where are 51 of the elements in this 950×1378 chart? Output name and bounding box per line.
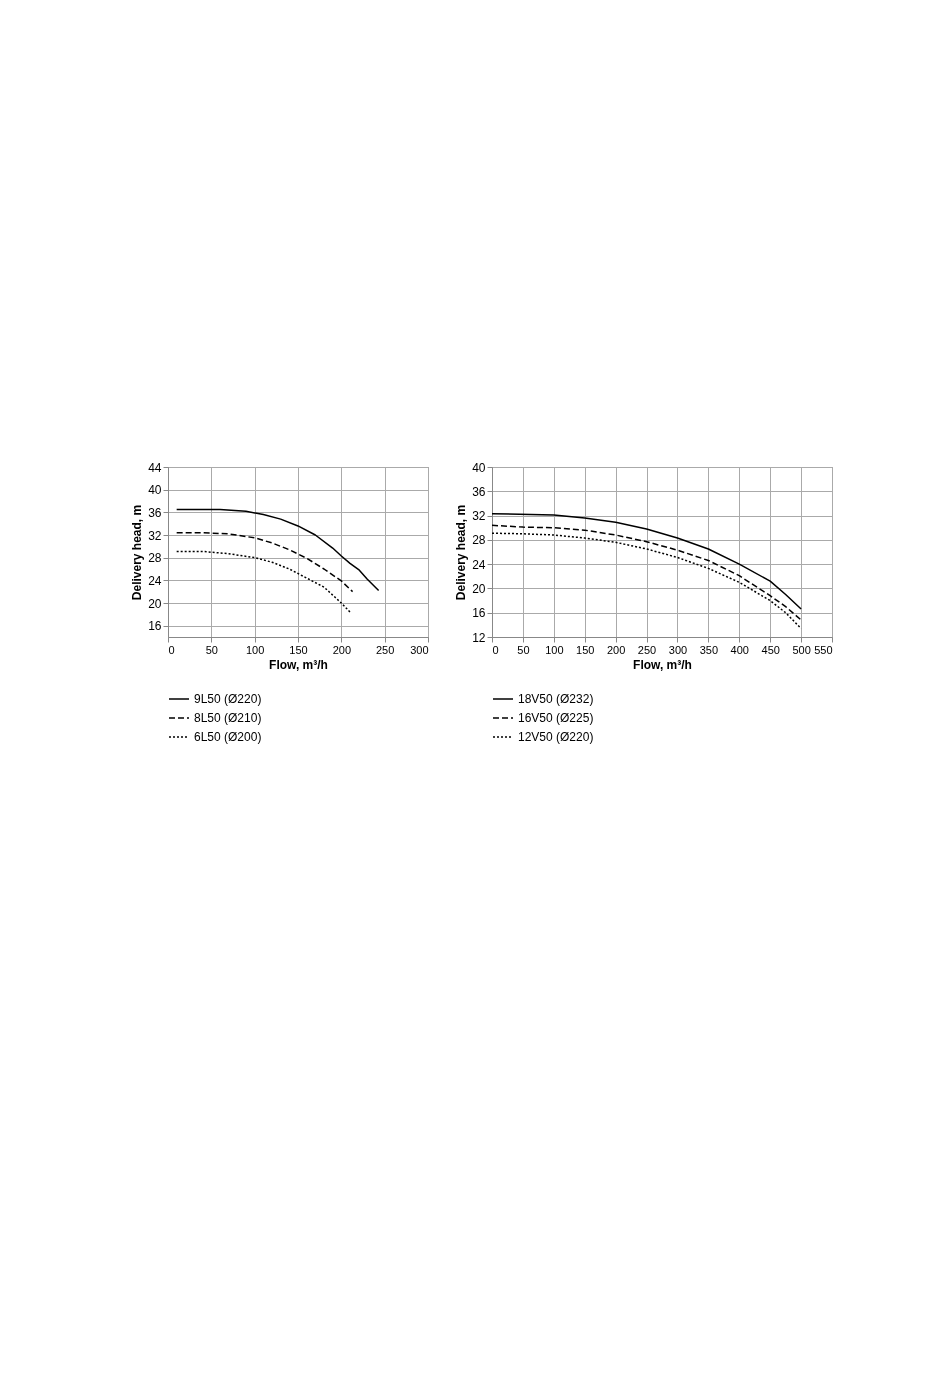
y-tick-label: 36 <box>148 505 162 520</box>
line-series <box>175 531 354 593</box>
line-series <box>491 513 802 610</box>
x-tick-label: 250 <box>637 643 657 656</box>
y-tick-label: 28 <box>148 551 162 566</box>
x-tick-label: 150 <box>289 643 308 656</box>
y-tick-label: 16 <box>148 619 162 634</box>
line-series <box>491 532 802 630</box>
x-tick-label: 500 <box>792 643 811 656</box>
x-axis-title: Flow, m³/h <box>269 657 328 672</box>
x-tick-label: 450 <box>761 643 780 656</box>
x-tick-label: 200 <box>606 643 626 656</box>
x-tick-label: 300 <box>668 643 688 656</box>
x-tick-label: 0 <box>168 643 175 656</box>
y-tick-label: 32 <box>148 528 162 543</box>
x-tick-label: 400 <box>730 643 749 656</box>
line-series <box>175 550 351 613</box>
y-tick-label: 16 <box>472 606 486 621</box>
y-tick-label: 36 <box>472 484 486 499</box>
legend-label: 12V50 (Ø220) <box>518 730 594 744</box>
y-tick-label: 20 <box>148 596 162 611</box>
x-tick-label: 550 <box>814 643 833 656</box>
legend-label: 8L50 (Ø210) <box>194 711 262 725</box>
x-tick-label: 100 <box>545 643 564 656</box>
y-tick-label: 40 <box>148 483 162 498</box>
legend-label: 9L50 (Ø220) <box>194 692 262 706</box>
y-tick-label: 24 <box>148 573 162 588</box>
x-tick-label: 300 <box>410 643 429 656</box>
x-tick-label: 50 <box>517 643 530 656</box>
x-tick-label: 150 <box>576 643 595 656</box>
x-tick-label: 0 <box>492 643 499 656</box>
y-tick-label: 12 <box>472 630 486 645</box>
legend-label: 16V50 (Ø225) <box>518 711 594 725</box>
x-tick-label: 50 <box>205 643 218 656</box>
x-tick-label: 200 <box>332 643 352 656</box>
x-axis-title: Flow, m³/h <box>633 657 692 672</box>
x-tick-label: 250 <box>375 643 395 656</box>
y-tick-label: 44 <box>148 460 162 475</box>
legend-label: 6L50 (Ø200) <box>194 730 262 744</box>
x-tick-label: 100 <box>245 643 265 656</box>
y-axis-title: Delivery head, m <box>130 504 145 601</box>
y-tick-label: 28 <box>472 533 486 548</box>
y-tick-label: 40 <box>472 460 486 475</box>
y-axis-title: Delivery head, m <box>454 504 469 601</box>
y-tick-label: 24 <box>472 557 486 572</box>
legend-label: 18V50 (Ø232) <box>518 692 594 706</box>
line-series <box>175 508 380 592</box>
y-tick-label: 20 <box>472 581 486 596</box>
y-tick-label: 32 <box>472 509 486 524</box>
line-series <box>491 524 802 621</box>
x-tick-label: 350 <box>699 643 719 656</box>
